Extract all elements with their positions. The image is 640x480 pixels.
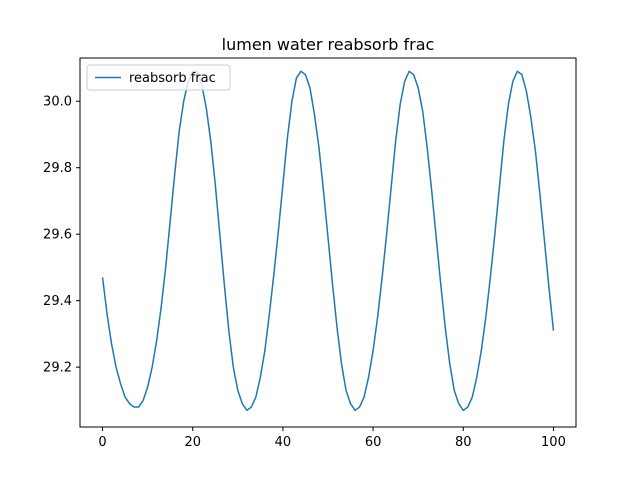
axes: 0 20 40 60 80 100 29.2 29.4 29.6 29.8 30.0 [43,57,577,450]
y-tick-label: 29.4 [43,294,72,309]
y-tick-label: 30.0 [43,95,72,110]
legend-label-0: reabsorb frac [129,71,216,86]
y-tick-label: 29.2 [43,361,72,376]
x-tick-label: 20 [184,435,201,450]
y-tick-label: 29.6 [43,228,72,243]
series-line-0 [101,70,555,412]
x-tick-label: 40 [275,435,292,450]
plot-area [101,70,555,412]
axes-frame [79,57,577,428]
legend-box [86,64,231,91]
y-tick-label: 29.8 [43,161,72,176]
legend: reabsorb frac [86,64,231,91]
x-tick-label: 100 [541,435,566,450]
x-tick-label: 60 [365,435,382,450]
chart-title: lumen water reabsorb frac [222,35,435,54]
x-tick-label: 80 [455,435,472,450]
x-tick-label: 0 [98,435,106,450]
